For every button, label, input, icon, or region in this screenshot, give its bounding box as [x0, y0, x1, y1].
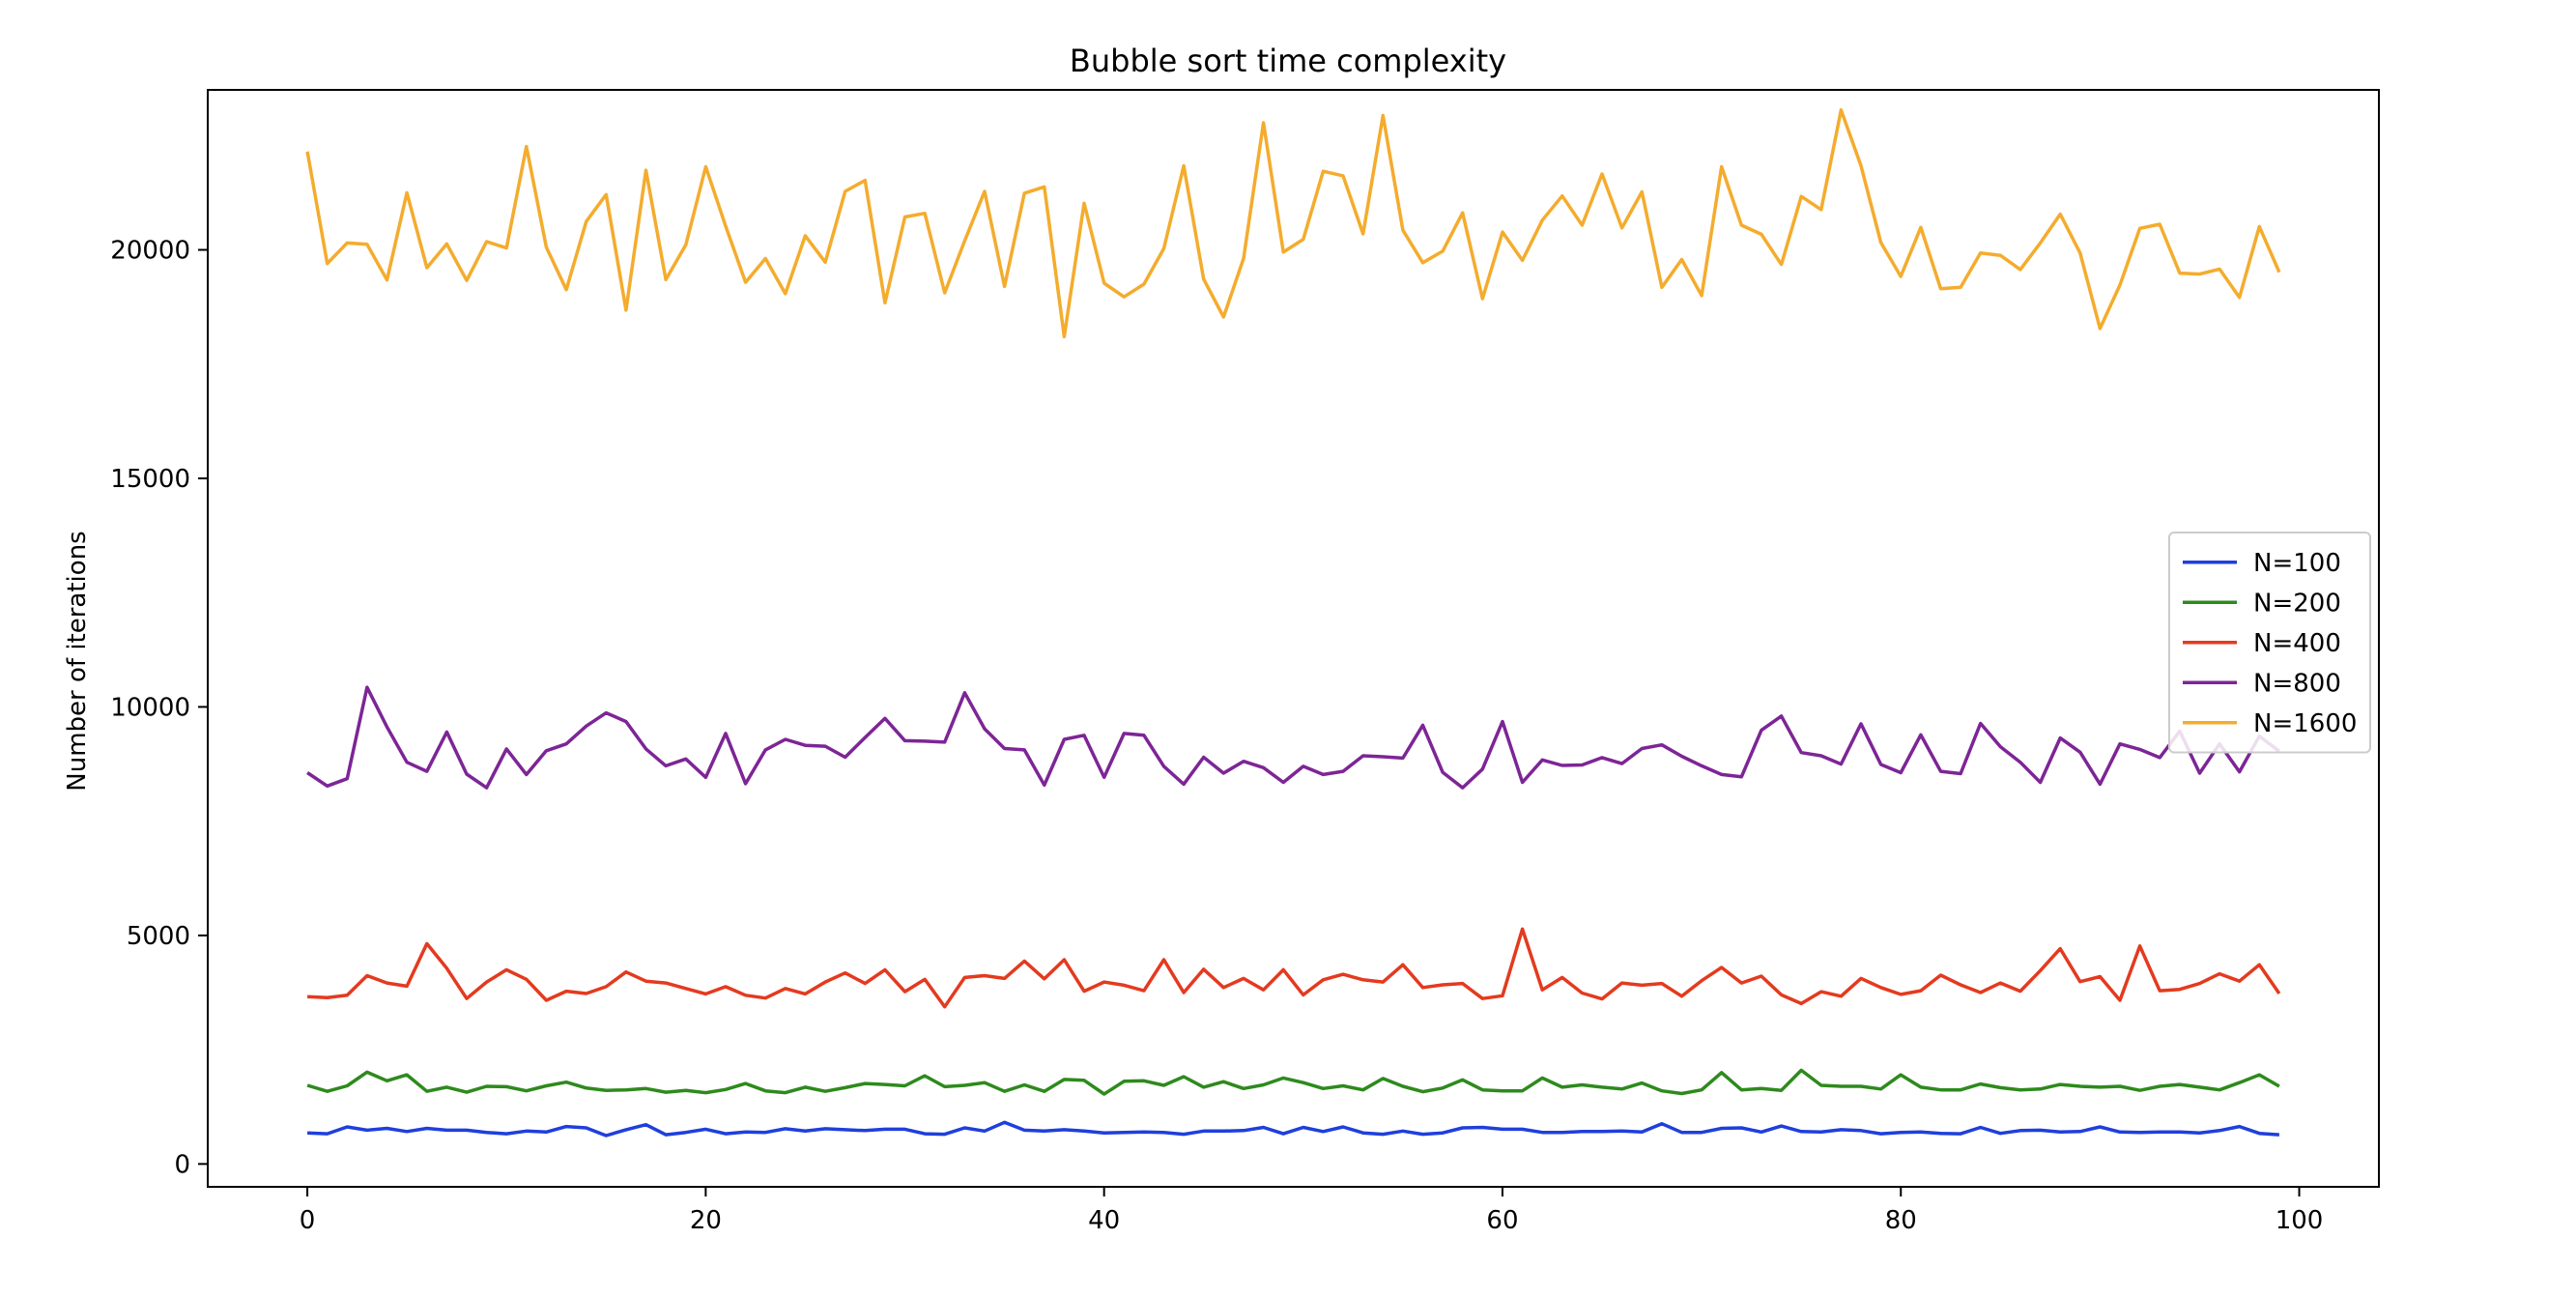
y-tick-label: 15000	[110, 465, 190, 494]
legend-label: N=400	[2253, 629, 2341, 658]
x-tick-label: 60	[1486, 1206, 1518, 1235]
series-line-n-200	[306, 1068, 2280, 1096]
legend-label: N=200	[2253, 589, 2341, 618]
plot-area-frame	[207, 89, 2380, 1188]
series-line-n-800	[306, 685, 2280, 790]
legend: N=100 N=200 N=400 N=800 N=1600	[2168, 532, 2371, 754]
y-tick-label: 0	[174, 1150, 190, 1179]
x-axis: 0 20 40 60 80 100	[300, 1187, 2324, 1235]
series-line-n-100	[307, 1120, 2280, 1138]
x-tick-label: 100	[2275, 1206, 2324, 1235]
y-tick-label: 5000	[127, 922, 190, 951]
legend-label: N=100	[2253, 549, 2341, 578]
series-layer	[305, 108, 2281, 1138]
x-tick-label: 80	[1885, 1206, 1917, 1235]
y-axis: 0 5000 10000 15000 20000	[110, 237, 208, 1179]
chart-title: Bubble sort time complexity	[1070, 43, 1506, 79]
y-tick-label: 20000	[110, 237, 190, 266]
y-tick-label: 10000	[110, 693, 190, 722]
series-line-n-400	[307, 927, 2281, 1009]
x-tick-label: 20	[690, 1206, 722, 1235]
x-tick-label: 40	[1088, 1206, 1120, 1235]
series-line-n-1600	[305, 108, 2281, 339]
legend-label: N=800	[2253, 669, 2341, 698]
legend-box	[2168, 532, 2371, 754]
x-tick-label: 0	[300, 1206, 316, 1235]
legend-label: N=1600	[2253, 709, 2357, 738]
y-axis-label: Number of iterations	[63, 531, 92, 791]
